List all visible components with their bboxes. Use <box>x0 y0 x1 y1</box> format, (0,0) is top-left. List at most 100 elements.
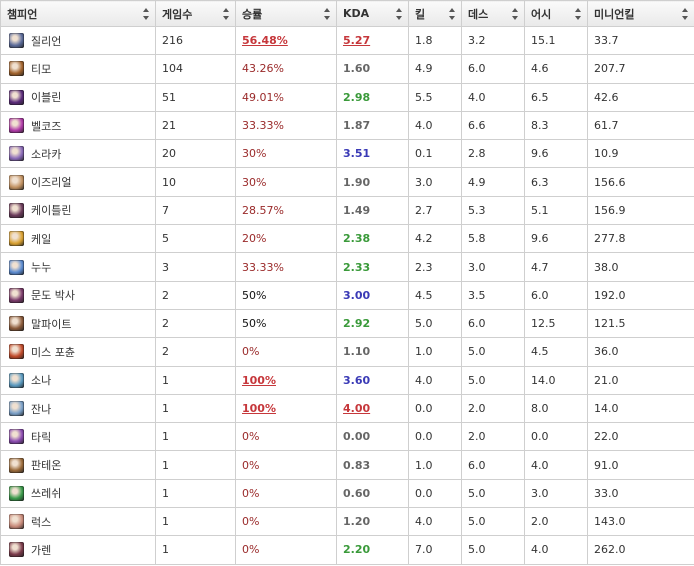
column-header-cs[interactable]: 미니언킬 <box>587 0 694 27</box>
champion-portrait-icon[interactable] <box>9 457 24 473</box>
sort-icon[interactable] <box>512 8 519 20</box>
kills-cell: 7.0 <box>408 535 462 565</box>
champion-cell[interactable]: 가렌 <box>0 535 156 565</box>
cs-cell: 143.0 <box>587 507 694 537</box>
header-label: 챔피언 <box>7 7 38 21</box>
champion-name: 이즈리얼 <box>31 176 72 190</box>
champion-portrait-icon[interactable] <box>9 231 24 247</box>
champion-cell[interactable]: 럭스 <box>0 507 156 537</box>
kda-cell: 3.00 <box>336 280 409 310</box>
winrate-value: 20% <box>242 232 267 246</box>
champion-name: 소나 <box>31 374 52 388</box>
cs-cell: 22.0 <box>587 422 694 452</box>
champion-name: 이블린 <box>31 91 62 105</box>
champion-cell[interactable]: 소라카 <box>0 139 156 169</box>
champion-portrait-icon[interactable] <box>9 514 24 530</box>
games-cell: 1 <box>155 535 236 565</box>
games-cell: 104 <box>155 54 236 84</box>
kda-value: 0.83 <box>343 458 371 472</box>
sort-icon[interactable] <box>143 8 150 20</box>
champion-cell[interactable]: 판테온 <box>0 450 156 480</box>
assists-cell: 9.6 <box>524 139 588 169</box>
champion-cell[interactable]: 누누 <box>0 252 156 282</box>
deaths-cell: 6.0 <box>461 308 525 339</box>
assists-cell: 6.3 <box>524 167 588 197</box>
cs-cell: 42.6 <box>587 82 694 112</box>
champion-portrait-icon[interactable] <box>9 485 24 501</box>
kills-cell: 4.5 <box>408 280 462 310</box>
kda-value: 0.00 <box>343 430 371 444</box>
champion-cell[interactable]: 이블린 <box>0 82 156 112</box>
column-header-assists[interactable]: 어시 <box>524 0 588 27</box>
champion-portrait-icon[interactable] <box>9 542 24 558</box>
cs-cell: 91.0 <box>587 450 694 480</box>
header-label: 미니언킬 <box>594 7 635 21</box>
champion-portrait-icon[interactable] <box>9 316 24 332</box>
assists-cell: 4.6 <box>524 54 588 84</box>
winrate-cell: 20% <box>235 224 337 254</box>
kills-cell: 5.0 <box>408 308 462 339</box>
winrate-value: 50% <box>242 288 267 302</box>
sort-icon[interactable] <box>575 8 582 20</box>
header-label: 어시 <box>531 7 552 21</box>
champion-cell[interactable]: 타릭 <box>0 422 156 452</box>
champion-cell[interactable]: 문도 박사 <box>0 280 156 310</box>
champion-cell[interactable]: 말파이트 <box>0 308 156 339</box>
cs-cell: 262.0 <box>587 535 694 565</box>
champion-cell[interactable]: 벨코즈 <box>0 110 156 141</box>
champion-cell[interactable]: 소나 <box>0 365 156 395</box>
cs-cell: 277.8 <box>587 224 694 254</box>
kda-cell: 1.10 <box>336 337 409 367</box>
champion-cell[interactable]: 잔나 <box>0 393 156 424</box>
winrate-value: 28.57% <box>242 203 284 217</box>
champion-portrait-icon[interactable] <box>9 61 24 77</box>
winrate-cell: 0% <box>235 450 337 480</box>
sort-icon[interactable] <box>396 8 403 20</box>
champion-cell[interactable]: 미스 포츈 <box>0 337 156 367</box>
header-label: 승률 <box>242 7 263 21</box>
kda-cell: 1.20 <box>336 507 409 537</box>
champion-cell[interactable]: 쓰레쉬 <box>0 478 156 509</box>
champion-cell[interactable]: 케이틀린 <box>0 195 156 226</box>
kills-cell: 4.0 <box>408 507 462 537</box>
champion-portrait-icon[interactable] <box>9 146 24 162</box>
kda-cell: 1.90 <box>336 167 409 197</box>
winrate-value: 33.33% <box>242 119 284 133</box>
sort-icon[interactable] <box>324 8 331 20</box>
assists-cell: 6.5 <box>524 82 588 112</box>
column-header-kills[interactable]: 킬 <box>408 0 462 27</box>
champion-portrait-icon[interactable] <box>9 118 24 134</box>
champion-cell[interactable]: 티모 <box>0 54 156 84</box>
champion-portrait-icon[interactable] <box>9 33 24 49</box>
champion-portrait-icon[interactable] <box>9 429 24 445</box>
column-header-winrate[interactable]: 승률 <box>235 0 337 27</box>
table-row: 타릭 1 0% 0.00 0.0 2.0 0.0 22.0 <box>0 422 694 452</box>
winrate-value: 49.01% <box>242 90 284 104</box>
table-row: 판테온 1 0% 0.83 1.0 6.0 4.0 91.0 <box>0 450 694 480</box>
champion-portrait-icon[interactable] <box>9 401 24 416</box>
column-header-games[interactable]: 게임수 <box>155 0 236 27</box>
kills-cell: 2.7 <box>408 195 462 226</box>
champion-cell[interactable]: 케일 <box>0 224 156 254</box>
column-header-kda[interactable]: KDA <box>336 0 409 27</box>
deaths-cell: 5.0 <box>461 507 525 537</box>
champion-portrait-icon[interactable] <box>9 344 24 360</box>
table-row: 소나 1 100% 3.60 4.0 5.0 14.0 21.0 <box>0 365 694 395</box>
column-header-deaths[interactable]: 데스 <box>461 0 525 27</box>
champion-portrait-icon[interactable] <box>9 174 24 190</box>
champion-cell[interactable]: 질리언 <box>0 25 156 56</box>
champion-portrait-icon[interactable] <box>9 259 24 275</box>
kda-value: 1.90 <box>343 175 371 189</box>
champion-portrait-icon[interactable] <box>9 372 24 388</box>
table-row: 누누 3 33.33% 2.33 2.3 3.0 4.7 38.0 <box>0 252 694 282</box>
sort-icon[interactable] <box>682 8 689 20</box>
champion-portrait-icon[interactable] <box>9 89 24 105</box>
deaths-cell: 4.9 <box>461 167 525 197</box>
sort-icon[interactable] <box>449 8 456 20</box>
games-cell: 2 <box>155 308 236 339</box>
sort-icon[interactable] <box>223 8 230 20</box>
champion-portrait-icon[interactable] <box>9 202 24 218</box>
champion-portrait-icon[interactable] <box>9 287 24 303</box>
champion-cell[interactable]: 이즈리얼 <box>0 167 156 197</box>
column-header-champion[interactable]: 챔피언 <box>0 0 156 27</box>
